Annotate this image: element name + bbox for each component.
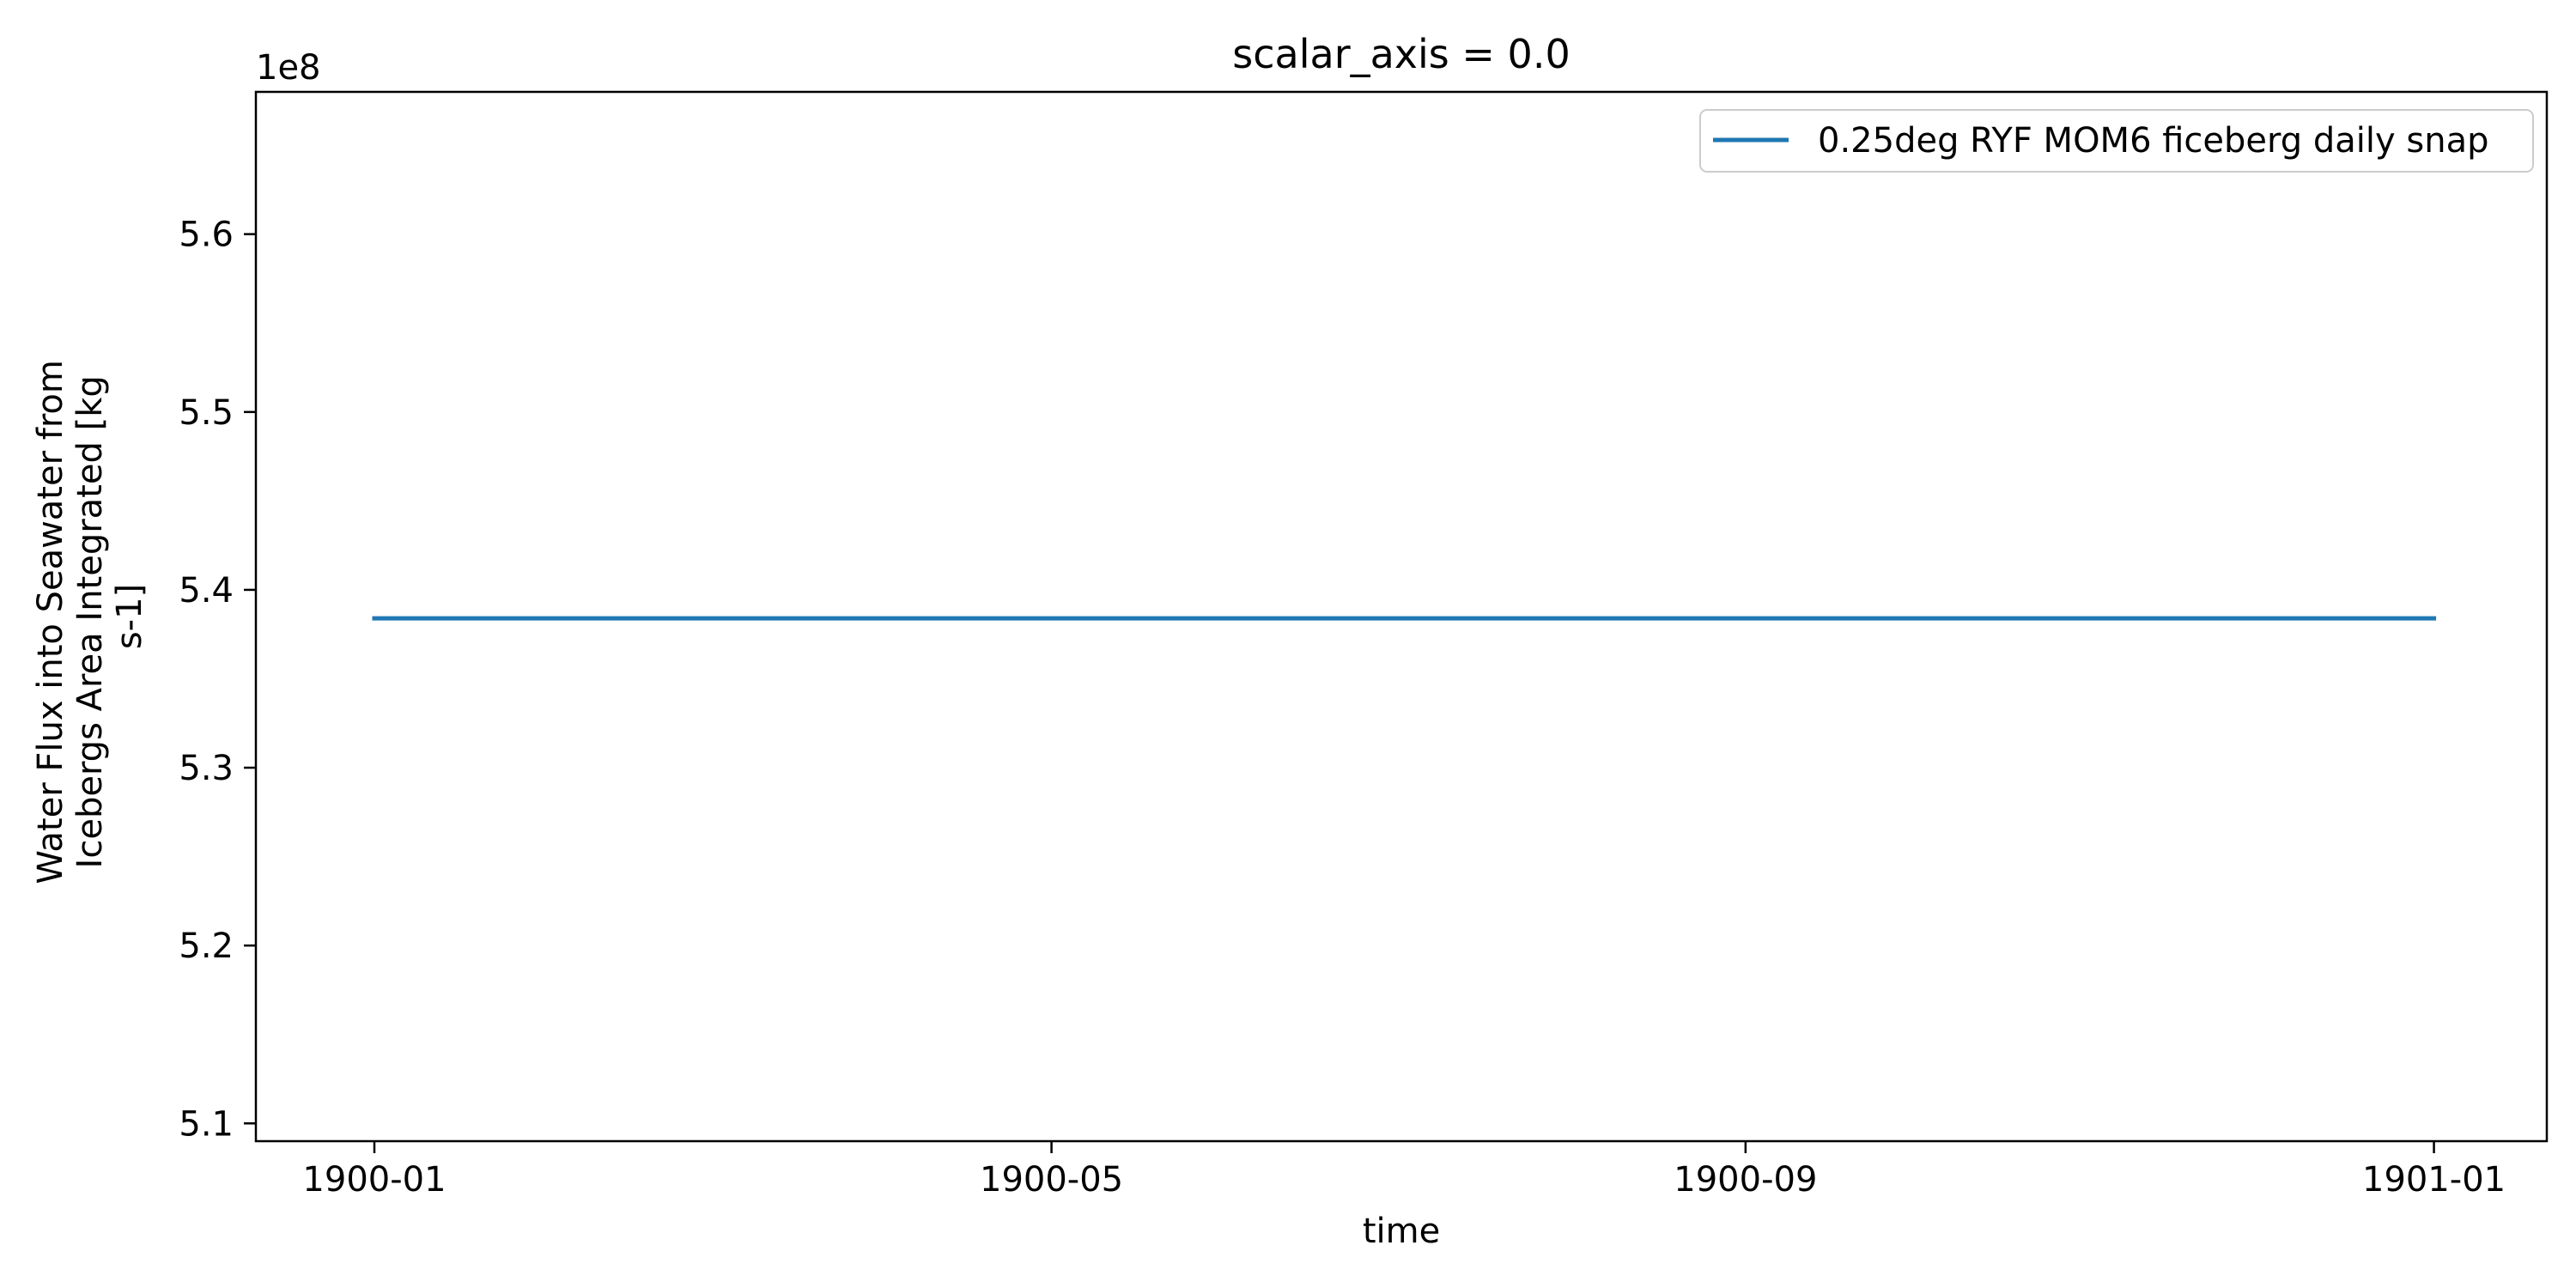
x-tick-label: 1900-01	[302, 1160, 446, 1200]
plot-frame	[254, 90, 2549, 1143]
x-tick-label: 1901-01	[2362, 1160, 2506, 1200]
x-axis-ticks: 1900-01 1900-05 1900-09 1901-01	[302, 1141, 2506, 1200]
y-tick-label: 5.2	[179, 927, 234, 966]
legend-frame	[1699, 109, 2534, 173]
x-tick-label: 1900-09	[1674, 1160, 1817, 1200]
y-axis-label-line-1: Water Flux into Seawater from	[31, 360, 70, 884]
y-offset-text: 1e8	[256, 48, 321, 88]
y-tick-label: 5.4	[179, 571, 234, 611]
y-axis-label-line-3: s-1]	[110, 584, 149, 649]
x-axis-label: time	[1363, 1212, 1440, 1251]
x-tick-label: 1900-05	[980, 1160, 1123, 1200]
y-axis-label-line-2: Icebergs Area Integrated [kg	[70, 375, 110, 868]
y-tick-label: 5.5	[179, 393, 234, 433]
y-axis-label: Water Flux into Seawater from Icebergs A…	[31, 349, 149, 884]
legend-entry-label: 0.25deg RYF MOM6 ficeberg daily snap	[1818, 121, 2488, 161]
y-tick-label: 5.6	[179, 216, 234, 255]
y-tick-label: 5.3	[179, 749, 234, 788]
y-tick-label: 5.1	[179, 1104, 234, 1144]
legend: 0.25deg RYF MOM6 ficeberg daily snap	[1699, 109, 2534, 173]
y-axis-ticks: 5.1 5.2 5.3 5.4 5.5 5.6	[179, 216, 256, 1144]
chart-title: scalar_axis = 0.0	[1232, 31, 1570, 77]
